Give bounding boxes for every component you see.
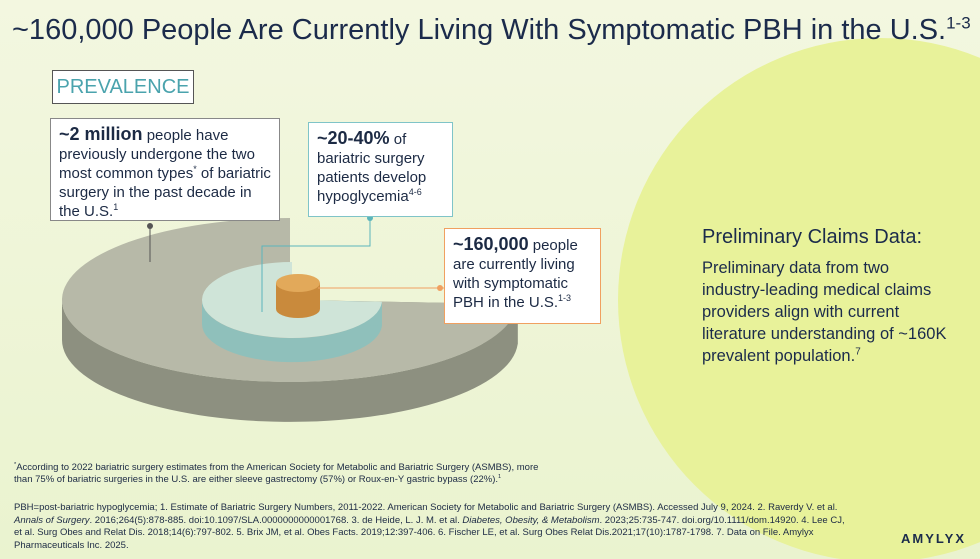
callout: ~160,000 people are currently living wit… xyxy=(444,228,601,324)
text-run: 4-6 xyxy=(408,187,422,197)
claims-heading: Preliminary Claims Data: xyxy=(702,226,923,248)
text-run: Preliminary data from two industry-leadi… xyxy=(702,259,947,365)
text-run: 1-3 xyxy=(946,13,971,33)
text-run: . 2016;264(5):878-885. doi:10.1097/SLA.0… xyxy=(89,514,463,526)
text-run: According to 2022 bariatric surgery esti… xyxy=(14,462,539,485)
text-run: ~2 million xyxy=(59,124,143,144)
connector xyxy=(261,217,371,312)
text-run: Annals of Surgery xyxy=(14,514,90,526)
text-run: * xyxy=(14,461,17,468)
connector-dot xyxy=(437,285,443,291)
text-run: 1 xyxy=(113,202,119,212)
text-run: 1 xyxy=(498,473,502,480)
callout: ~20-40% of bariatric surgery patients de… xyxy=(308,122,453,217)
text-run: ~160,000 People Are Currently Living Wit… xyxy=(12,14,947,46)
text-run: 1-3 xyxy=(558,293,572,303)
text-run: ~20-40% xyxy=(317,128,390,148)
middle-disk-side xyxy=(201,300,382,363)
disks xyxy=(61,218,518,422)
core-top xyxy=(276,274,320,292)
text-run: PBH=post-bariatric hypoglycemia; 1. Esti… xyxy=(14,502,838,513)
title: ~160,000 People Are Currently Living Wit… xyxy=(12,14,971,47)
references: PBH=post-bariatric hypoglycemia; 1. Esti… xyxy=(14,502,854,552)
text-run: of bariatric surgery in the past decade … xyxy=(59,165,271,220)
text-run: of bariatric surgery patients develop hy… xyxy=(317,131,427,205)
claims-body: Preliminary data from two industry-leadi… xyxy=(702,257,952,367)
text-run: ~160,000 xyxy=(453,234,529,254)
logo: AMYLYX xyxy=(901,531,966,546)
core-bottom xyxy=(276,300,320,318)
text-run: * xyxy=(193,164,197,174)
text-run: people are currently living with symptom… xyxy=(453,237,578,311)
text-run: 7 xyxy=(855,346,861,358)
text-run: Diabetes, Obesity, & Metabolism xyxy=(462,514,600,526)
section-label: PREVALENCE xyxy=(52,70,194,104)
text-run: . 2023;25:735-747. doi.org/10.1111/dom.1… xyxy=(14,514,845,551)
callout: ~2 million people have previously underg… xyxy=(50,118,280,221)
claims-circle xyxy=(618,38,980,559)
outer-disk-side xyxy=(62,300,518,422)
connector-dot xyxy=(147,223,153,229)
text-run: people have previously undergone the two… xyxy=(59,127,255,182)
footnote: *According to 2022 bariatric surgery est… xyxy=(14,462,554,486)
